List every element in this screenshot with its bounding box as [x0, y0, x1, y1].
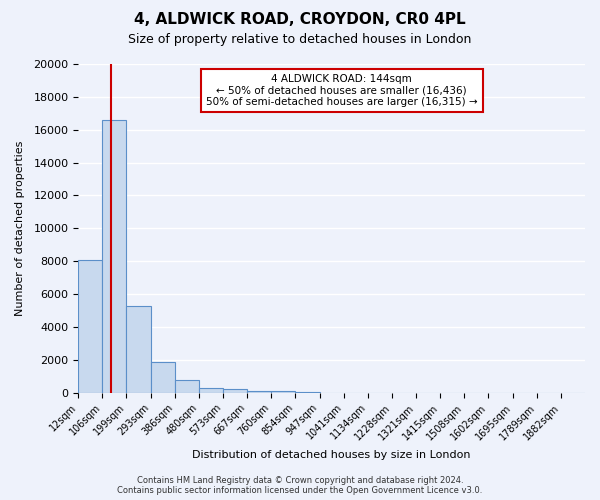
Y-axis label: Number of detached properties: Number of detached properties [15, 140, 25, 316]
Bar [223, 390, 247, 392]
Bar [127, 306, 151, 392]
X-axis label: Distribution of detached houses by size in London: Distribution of detached houses by size … [193, 450, 471, 460]
Bar [199, 388, 223, 392]
Text: 4, ALDWICK ROAD, CROYDON, CR0 4PL: 4, ALDWICK ROAD, CROYDON, CR0 4PL [134, 12, 466, 28]
Bar [78, 260, 103, 392]
Bar [103, 120, 127, 392]
Text: Size of property relative to detached houses in London: Size of property relative to detached ho… [128, 32, 472, 46]
Bar [247, 391, 271, 392]
Text: Contains HM Land Registry data © Crown copyright and database right 2024.
Contai: Contains HM Land Registry data © Crown c… [118, 476, 482, 495]
Bar [175, 380, 199, 392]
Bar [151, 362, 175, 392]
Text: 4 ALDWICK ROAD: 144sqm
← 50% of detached houses are smaller (16,436)
50% of semi: 4 ALDWICK ROAD: 144sqm ← 50% of detached… [206, 74, 478, 107]
